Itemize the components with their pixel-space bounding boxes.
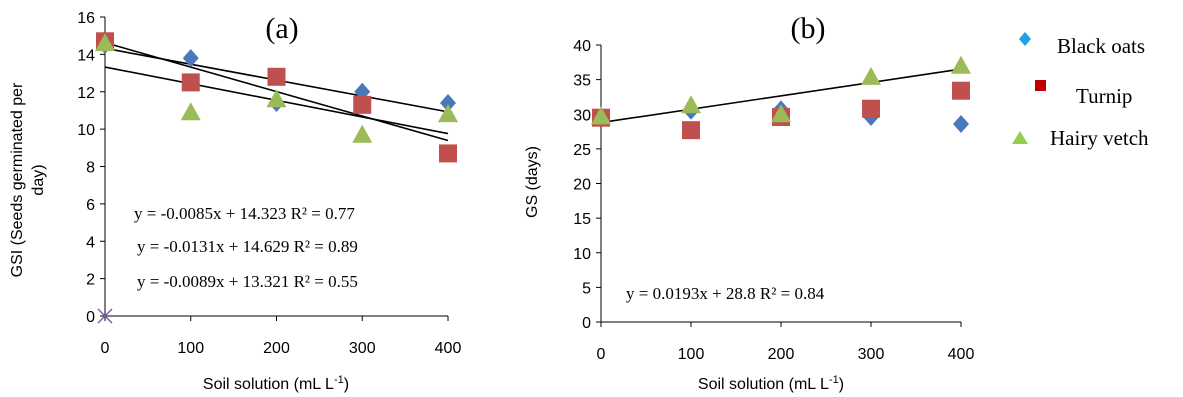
b-y-tick-label: 20 [573, 177, 591, 194]
a-point-black-oats [440, 93, 456, 112]
a-y-tick-label: 0 [86, 309, 95, 326]
b-x-tick-label: 300 [858, 346, 885, 363]
b-x-tick-label: 200 [768, 346, 795, 363]
legend: Black oats Turnip Hairy vetch [1012, 32, 1149, 150]
legend-item-hairy-vetch: Hairy vetch [1012, 126, 1149, 150]
b-y-tick-label: 40 [573, 38, 591, 55]
a-x-tick-label: 100 [177, 340, 204, 357]
a-y-tick-label: 2 [86, 272, 95, 289]
panel-b-xlabel: Soil solution (mL L-1) [698, 374, 844, 393]
b-y-tick-label: 10 [573, 246, 591, 263]
b-y-tick-label: 0 [582, 315, 591, 332]
b-point-hairy-vetch [591, 106, 611, 125]
a-point-hairy-vetch [438, 104, 458, 123]
a-y-tick-label: 4 [86, 234, 95, 251]
a-point-turnip [267, 67, 286, 86]
b-x-tick-label: 0 [597, 346, 606, 363]
panel-a-equations: y = -0.0085x + 14.323 R² = 0.77 y = -0.0… [134, 204, 358, 291]
b-point-hairy-vetch [861, 66, 881, 85]
b-point-turnip [952, 81, 970, 100]
equation-b-1: y = 0.0193x + 28.8 R² = 0.84 [626, 284, 825, 303]
b-y-tick-label: 5 [582, 280, 591, 297]
panel-a-ylabel-line1: GSI (Seeds germinated per [9, 82, 26, 277]
b-point-turnip [862, 99, 880, 118]
panel-a-chart: (a) 0 2 4 6 8 10 12 14 16 0 100 200 300 400 y = -0.00… [9, 10, 461, 393]
a-y-tick-label: 8 [86, 160, 95, 177]
panel-b-points [591, 55, 971, 140]
legend-item-turnip: Turnip [1035, 80, 1132, 108]
b-x-tick-label: 400 [948, 346, 975, 363]
equation-a-2: y = -0.0131x + 14.629 R² = 0.89 [137, 237, 358, 256]
a-y-tick-label: 6 [86, 197, 95, 214]
a-y-tick-label: 14 [77, 47, 95, 64]
a-origin-marker [97, 308, 113, 324]
a-point-black-oats [182, 49, 199, 68]
panel-a-axes: 0 2 4 6 8 10 12 14 16 0 100 200 300 400 [77, 10, 461, 357]
b-y-tick-label: 25 [573, 142, 591, 159]
a-point-turnip [181, 73, 200, 92]
legend-label-black-oats: Black oats [1057, 34, 1145, 58]
b-trendline-1 [600, 68, 962, 124]
b-x-tick-label: 100 [678, 346, 705, 363]
a-x-tick-label: 400 [435, 340, 462, 357]
panel-a-points [95, 32, 458, 324]
legend-label-turnip: Turnip [1076, 84, 1132, 108]
b-point-hairy-vetch [681, 95, 701, 114]
legend-marker-diamond [1019, 32, 1031, 46]
a-x-tick-label: 300 [349, 340, 376, 357]
a-point-turnip [439, 144, 457, 163]
panel-a-ylabel-line2: day) [30, 164, 47, 195]
a-x-tick-label: 0 [101, 340, 110, 357]
panel-b-trendlines [600, 68, 962, 124]
a-origin-marker-stroke [97, 308, 113, 324]
b-y-tick-label: 35 [573, 73, 591, 90]
legend-marker-triangle [1012, 131, 1028, 144]
a-y-tick-label: 16 [77, 10, 95, 27]
panel-b-label: (b) [791, 12, 826, 45]
b-point-hairy-vetch [771, 104, 791, 123]
a-point-hairy-vetch [180, 102, 201, 121]
a-y-tick-label: 12 [77, 85, 95, 102]
b-point-black-oats [953, 114, 969, 133]
equation-a-3: y = -0.0089x + 13.321 R² = 0.55 [137, 272, 358, 291]
b-point-hairy-vetch [951, 55, 971, 74]
a-point-hairy-vetch [95, 33, 115, 52]
a-point-hairy-vetch [266, 89, 287, 108]
panel-a-label: (a) [265, 12, 298, 45]
panel-b-ylabel: GS (days) [524, 146, 541, 218]
b-y-tick-label: 30 [573, 107, 591, 124]
legend-label-hairy-vetch: Hairy vetch [1050, 126, 1149, 150]
panel-a-xlabel: Soil solution (mL L-1) [203, 374, 349, 393]
a-point-turnip [353, 95, 372, 114]
equation-a-1: y = -0.0085x + 14.323 R² = 0.77 [134, 204, 355, 223]
b-point-turnip [682, 121, 700, 140]
legend-item-black-oats: Black oats [1019, 32, 1145, 58]
b-y-tick-label: 15 [573, 211, 591, 228]
a-point-hairy-vetch [352, 124, 373, 143]
a-y-tick-label: 10 [77, 122, 95, 139]
a-x-tick-label: 200 [263, 340, 290, 357]
legend-marker-square [1035, 80, 1046, 91]
